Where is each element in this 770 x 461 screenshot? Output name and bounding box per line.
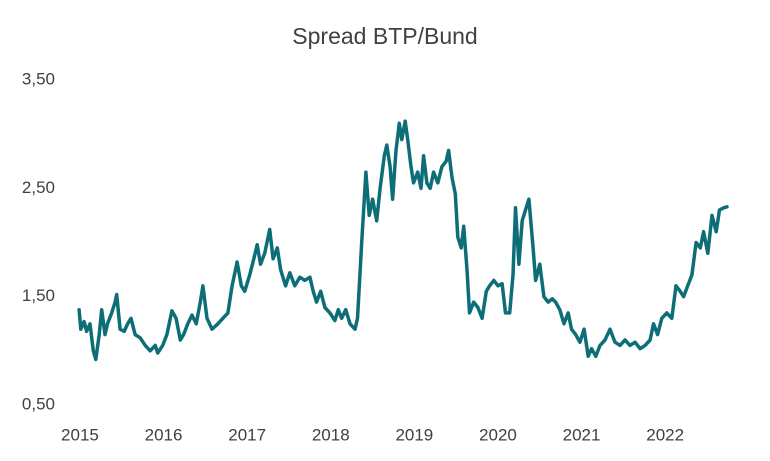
y-tick-label: 2,50 bbox=[22, 178, 55, 197]
x-tick-label: 2022 bbox=[646, 425, 684, 444]
y-tick-label: 1,50 bbox=[22, 286, 55, 305]
x-tick-label: 2015 bbox=[61, 425, 99, 444]
x-tick-label: 2021 bbox=[563, 425, 601, 444]
x-tick-label: 2019 bbox=[395, 425, 433, 444]
x-tick-label: 2018 bbox=[312, 425, 350, 444]
y-tick-label: 0,50 bbox=[22, 394, 55, 413]
chart-title: Spread BTP/Bund bbox=[292, 23, 477, 49]
x-tick-label: 2016 bbox=[145, 425, 183, 444]
y-tick-label: 3,50 bbox=[22, 69, 55, 88]
line bbox=[77, 119, 729, 362]
x-tick-label: 2017 bbox=[228, 425, 266, 444]
x-tick-label: 2020 bbox=[479, 425, 517, 444]
